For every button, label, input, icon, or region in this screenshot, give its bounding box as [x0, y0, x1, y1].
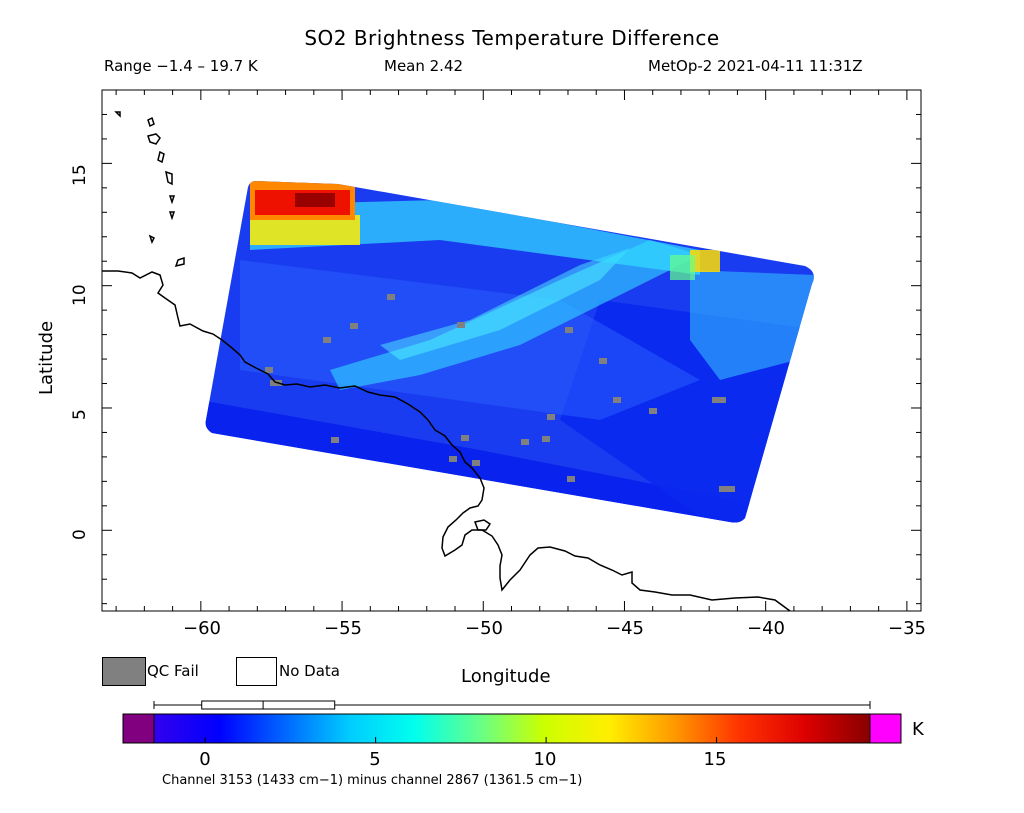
qc-pixel: [472, 460, 480, 466]
x-tick-label: −50: [465, 618, 503, 639]
island-antilles-5: [168, 195, 176, 205]
island-antilles-3: [157, 150, 165, 164]
coastlines: [102, 111, 791, 611]
swath-cyan-east: [690, 270, 814, 380]
island-antilles-4: [165, 170, 173, 186]
qc-pixel: [712, 397, 726, 403]
x-tick-label: −40: [747, 618, 785, 639]
range-label: Range −1.4 – 19.7 K: [104, 57, 258, 75]
qc-fail-swatch: [102, 657, 146, 686]
colorbar-segments: [154, 714, 870, 743]
green-spot-east: [670, 255, 695, 280]
colorbar-ticks: [204, 737, 718, 743]
qc-pixel: [449, 456, 457, 462]
qc-pixel: [613, 397, 621, 403]
channel-caption: Channel 3153 (1433 cm−1) minus channel 2…: [162, 773, 583, 788]
y-tick-label: 5: [70, 409, 90, 420]
island-antilles-8: [114, 111, 121, 118]
island-antilles-1: [147, 116, 155, 128]
qc-pixel: [547, 414, 555, 420]
colorbar-over: [869, 713, 902, 744]
coastline-marajo-island: [473, 519, 492, 531]
boxplot-box: [201, 700, 336, 710]
x-tick-label: −35: [888, 618, 926, 639]
qc-pixel: [350, 323, 358, 329]
qc-pixel: [265, 367, 273, 373]
x-tick-label: −60: [183, 618, 221, 639]
no-data-label: No Data: [279, 662, 340, 680]
colorbar-tick-label: 5: [369, 749, 381, 770]
yellow-spot-east: [690, 250, 720, 272]
x-axis-ticks: [115, 90, 908, 611]
colorbar-tick-label: 15: [703, 749, 727, 770]
island-antilles-7: [148, 234, 156, 244]
x-tick-label: −45: [606, 618, 644, 639]
swath-cyan-band: [330, 240, 700, 390]
swath-north-cyan: [250, 200, 700, 275]
y-tick-label: 10: [70, 284, 90, 306]
hotspot-darkred: [295, 193, 335, 207]
qc-pixel: [649, 408, 657, 414]
chart-title: SO2 Brightness Temperature Difference: [304, 26, 720, 50]
mean-label: Mean 2.42: [384, 57, 464, 75]
qc-pixel: [387, 294, 395, 300]
y-axis-label: Latitude: [36, 320, 57, 395]
colorbar-tick-label: 10: [533, 749, 557, 770]
colorbar-unit: K: [912, 719, 924, 740]
x-tick-label: −55: [324, 618, 362, 639]
qc-pixel: [542, 436, 550, 442]
colorbar-under: [122, 713, 155, 744]
qc-pixel: [599, 358, 607, 364]
y-tick-label: 0: [70, 529, 90, 540]
qc-pixel: [461, 435, 469, 441]
qc-pixel: [521, 439, 529, 445]
swath-data-area: [205, 181, 814, 523]
swath-cyan-band-2: [380, 248, 630, 360]
colorbar: [122, 713, 902, 744]
colorbar-tick-label: 0: [199, 749, 211, 770]
qc-fail-label: QC Fail: [147, 662, 199, 680]
colorbar-border: [153, 713, 871, 744]
island-antilles-2: [147, 133, 161, 145]
qc-pixel: [457, 322, 465, 328]
qc-pixel: [323, 337, 331, 343]
qc-pixel: [567, 476, 575, 482]
satellite-time-label: MetOp-2 2021-04-11 11:31Z: [648, 57, 863, 75]
distribution-boxplot: [153, 700, 871, 710]
x-axis-label: Longitude: [461, 666, 551, 687]
qc-pixel: [719, 486, 735, 492]
coastline-south-america: [102, 270, 791, 611]
y-tick-label: 15: [70, 164, 90, 186]
no-data-swatch: [236, 657, 277, 686]
qc-pixel: [331, 437, 339, 443]
y-axis-ticks: [102, 89, 921, 605]
island-antilles-6: [168, 211, 176, 221]
qc-pixel: [565, 327, 573, 333]
island-trinidad: [174, 256, 185, 268]
colorbar-gradient: [154, 714, 870, 743]
